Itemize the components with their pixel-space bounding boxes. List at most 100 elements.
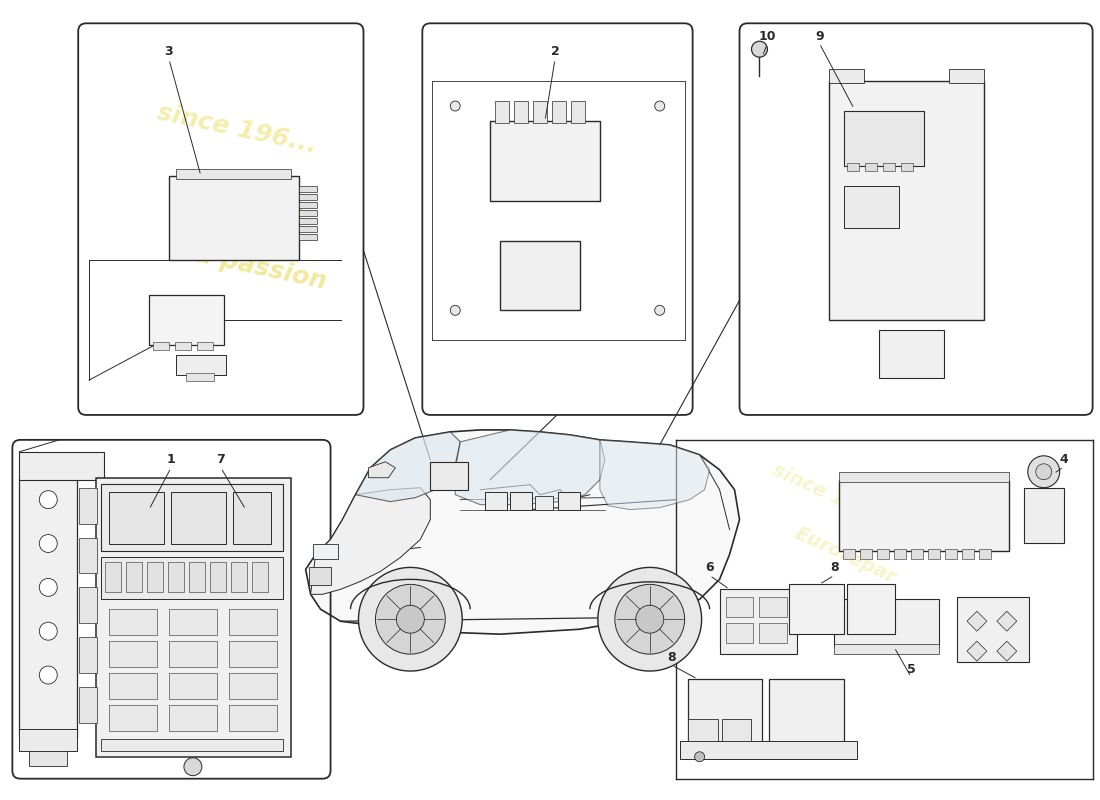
Polygon shape [455,430,605,505]
Bar [175,342,191,350]
Bar [726,623,754,643]
Circle shape [184,758,202,776]
Bar [231,562,246,592]
Bar [839,472,1009,482]
Bar [535,496,553,510]
Bar [309,567,331,586]
Bar [169,176,298,261]
Bar [229,610,277,635]
Text: 9: 9 [815,30,824,42]
Circle shape [654,101,664,111]
Bar [298,186,317,192]
Bar [252,562,267,592]
Bar [298,234,317,239]
Text: 10: 10 [759,30,777,42]
Bar [298,210,317,216]
Bar [170,492,226,543]
Bar [726,598,754,618]
Bar [759,598,788,618]
Polygon shape [306,430,739,634]
Bar [879,330,944,378]
Text: since 196...: since 196... [155,101,319,158]
Bar [571,101,585,123]
Bar [866,163,877,170]
Bar [169,673,217,699]
Circle shape [1036,464,1052,480]
Bar [229,673,277,699]
Bar [894,550,906,559]
Circle shape [450,306,460,315]
Circle shape [450,101,460,111]
Bar [312,545,338,559]
Bar [197,342,213,350]
Bar [79,488,97,523]
Polygon shape [600,440,710,510]
Text: 5: 5 [906,662,915,675]
Bar [510,492,532,510]
Bar [101,484,283,551]
Bar [845,111,924,166]
Bar [298,218,317,224]
Bar [169,610,217,635]
Polygon shape [967,611,987,631]
Polygon shape [368,462,395,478]
Text: Eurorepar: Eurorepar [791,524,899,587]
Bar [949,69,983,83]
Bar [101,558,283,599]
Bar [688,679,762,744]
Polygon shape [310,488,430,594]
Bar [79,687,97,723]
Circle shape [40,666,57,684]
Bar [839,480,1009,551]
Bar [79,587,97,623]
Bar [790,584,845,634]
Polygon shape [967,641,987,661]
Bar [79,538,97,574]
Text: 8: 8 [830,561,838,574]
Bar [534,101,547,123]
Bar [79,637,97,673]
Circle shape [694,752,705,762]
Text: 8: 8 [668,650,676,664]
Text: 6: 6 [705,561,714,574]
Bar [430,462,469,490]
Text: a passion: a passion [172,170,307,222]
Bar [829,81,983,320]
Bar [109,705,157,731]
Bar [20,478,77,737]
Bar [233,492,271,543]
Bar [20,729,77,750]
Circle shape [1027,456,1059,488]
Bar [500,241,580,310]
Bar [176,355,226,375]
Bar [722,719,751,741]
Text: 4: 4 [1059,454,1068,466]
Bar [229,641,277,667]
Bar [298,202,317,208]
Bar [552,101,567,123]
Circle shape [615,584,684,654]
Bar [169,705,217,731]
Bar [829,69,865,83]
Polygon shape [997,611,1016,631]
Bar [210,562,225,592]
Bar [847,163,859,170]
Bar [911,550,923,559]
Circle shape [375,584,446,654]
Bar [109,641,157,667]
Bar [558,492,580,510]
Bar [514,101,528,123]
Circle shape [598,567,702,671]
Bar [1024,488,1064,542]
Bar [109,610,157,635]
Bar [20,452,104,480]
Bar [928,550,940,559]
Bar [495,101,509,123]
Bar [845,186,899,228]
Circle shape [636,606,663,633]
Text: a passion: a passion [194,242,329,294]
Bar [126,562,142,592]
Circle shape [40,490,57,509]
Bar [883,163,895,170]
Text: 1: 1 [166,454,175,466]
